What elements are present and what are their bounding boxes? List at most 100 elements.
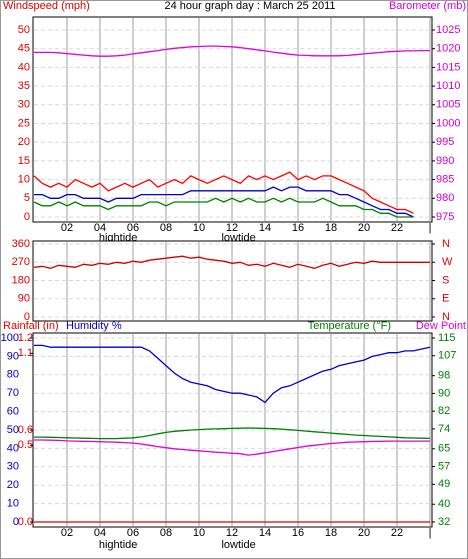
y-tick-label: 5 — [24, 192, 30, 204]
legend-label: Rainfall (in) — [3, 320, 59, 332]
x-tick-label: 12 — [226, 222, 238, 234]
x-tick-label: 06 — [127, 222, 139, 234]
chart-title: 24 hour graph day : March 25 2011 — [164, 0, 335, 12]
y-tick-label: 40 — [438, 498, 450, 510]
x-tick-label: 14 — [259, 222, 271, 234]
y-tick-label: 50 — [7, 424, 19, 436]
y-tick-label: 0.5 — [18, 439, 33, 451]
series-line — [33, 197, 414, 218]
y-axis-label: Windspeed (mph) — [3, 0, 90, 12]
x-tick-label: 02 — [61, 222, 73, 234]
y-tick-label: 30 — [7, 461, 19, 473]
y-tick-label: 975 — [436, 211, 454, 223]
y-tick-label: N — [442, 311, 450, 323]
y-tick-label: 50 — [18, 24, 30, 36]
y-tick-label: 20 — [7, 479, 19, 491]
x-tick-label: 20 — [358, 527, 370, 539]
y-tick-label: 30 — [18, 99, 30, 111]
y-tick-label: 70 — [7, 387, 19, 399]
y-tick-label: 90 — [7, 350, 19, 362]
y-tick-label: 980 — [436, 192, 454, 204]
x-tick-label: 04 — [94, 527, 106, 539]
x-tick-label: | — [429, 527, 432, 539]
y-tick-label: 35 — [18, 80, 30, 92]
series-line — [33, 255, 430, 269]
annotation: lowtide — [221, 539, 255, 551]
y-tick-label: 0 — [13, 516, 19, 528]
x-tick-label: 20 — [358, 222, 370, 234]
x-tick-label: 14 — [259, 527, 271, 539]
y-tick-label: 32 — [438, 516, 450, 528]
y-tick-label: 1020 — [436, 43, 460, 55]
y-tick-label: 10 — [18, 174, 30, 186]
x-tick-label: 18 — [325, 527, 337, 539]
y-tick-label: N — [442, 238, 450, 250]
y-tick-label: 0 — [24, 211, 30, 223]
series-line — [34, 45, 430, 57]
y-tick-label: 82 — [438, 405, 450, 417]
x-tick-label: 18 — [325, 222, 337, 234]
y-tick-label: 270 — [12, 256, 30, 268]
y-tick-label: 990 — [436, 155, 454, 167]
series-line — [34, 427, 431, 440]
x-tick-label: 10 — [193, 527, 205, 539]
y-tick-label: 98 — [438, 370, 450, 382]
y-tick-label: 360 — [12, 238, 30, 250]
series-line — [33, 171, 414, 214]
y-tick-label: 40 — [18, 61, 30, 73]
y-tick-label: 107 — [438, 350, 456, 362]
y-tick-label: 60 — [7, 406, 19, 418]
y-tick-label: 49 — [438, 478, 450, 490]
y-tick-label: 0 — [24, 311, 30, 323]
x-tick-label: 04 — [94, 222, 106, 234]
y-tick-label: 25 — [18, 117, 30, 129]
y-tick-label: 90 — [18, 293, 30, 305]
y-tick-label: 74 — [438, 423, 450, 435]
series-line — [34, 186, 414, 218]
y-tick-label: 1000 — [436, 117, 460, 129]
y-tick-label: S — [442, 274, 449, 286]
annotation: hightide — [99, 539, 138, 551]
x-tick-label: 02 — [61, 527, 73, 539]
x-tick-label: 12 — [226, 527, 238, 539]
x-tick-label: | — [429, 222, 432, 234]
y-tick-label: 1015 — [436, 61, 460, 73]
y-tick-label: 65 — [438, 443, 450, 455]
x-tick-label: 08 — [160, 222, 172, 234]
y-tick-label: 80 — [7, 369, 19, 381]
x-tick-label: 08 — [160, 527, 172, 539]
legend-label: Humidity % — [66, 320, 122, 332]
y-tick-label: 15 — [18, 155, 30, 167]
x-tick-label: 16 — [292, 222, 304, 234]
x-tick-label: 22 — [391, 222, 403, 234]
y-tick-label: 0.0 — [18, 516, 33, 528]
y-tick-label: 0.6 — [18, 424, 33, 436]
x-tick-label: 16 — [292, 527, 304, 539]
x-tick-label: 06 — [127, 527, 139, 539]
y-tick-label: 1.1 — [18, 347, 33, 359]
y-tick-label: 100 — [1, 332, 19, 344]
y-tick-label: 1.2 — [18, 332, 33, 344]
legend-label: Temperature (°F) — [308, 320, 391, 332]
y-tick-label: 57 — [438, 460, 450, 472]
y-tick-label: W — [442, 256, 453, 268]
y-tick-label: 1005 — [436, 99, 460, 111]
y-tick-label: 180 — [12, 274, 30, 286]
series-line — [34, 439, 430, 456]
y-tick-label: 1010 — [436, 80, 460, 92]
y-tick-label: 10 — [7, 498, 19, 510]
series-line — [34, 344, 431, 404]
y-tick-label: 20 — [18, 136, 30, 148]
x-tick-label: 22 — [391, 527, 403, 539]
y-tick-label: E — [442, 293, 449, 305]
legend-label: Dew Point — [416, 320, 466, 332]
y-tick-label: 985 — [436, 174, 454, 186]
y-tick-label: 40 — [7, 442, 19, 454]
y2-axis-label: Barometer (mb) — [389, 0, 466, 12]
y-tick-label: 115 — [438, 332, 456, 344]
y-tick-label: 995 — [436, 136, 454, 148]
y-tick-label: 90 — [438, 387, 450, 399]
y-tick-label: 1025 — [436, 24, 460, 36]
x-tick-label: 10 — [193, 222, 205, 234]
